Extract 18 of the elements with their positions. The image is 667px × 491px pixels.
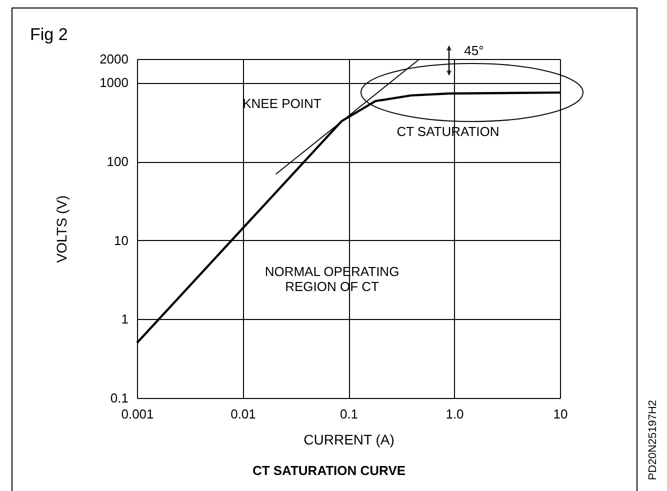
text: 45° xyxy=(464,43,484,58)
y-tick-label: 100 xyxy=(106,154,128,170)
y-tick-label: 10 xyxy=(114,232,128,248)
x-tick-label: 0.001 xyxy=(121,406,154,422)
x-tick-label: 0.01 xyxy=(230,406,256,422)
y-tick-label: 1 xyxy=(121,312,128,327)
y-tick-label: 0.1 xyxy=(110,390,128,406)
text: PD20N25197H2 xyxy=(647,400,659,480)
x-tick-label: 0.1 xyxy=(340,406,358,422)
x-tick-label: 10 xyxy=(553,406,568,422)
x-tick-label: 1.0 xyxy=(446,406,464,422)
text: CT SATURATION CURVE xyxy=(252,463,406,478)
y-tick-label: 1000 xyxy=(100,75,128,90)
y-tick-label: 2000 xyxy=(100,52,128,66)
annotation: KNEE POINT xyxy=(242,96,322,111)
x-axis-title: CURRENT (A) xyxy=(304,432,394,448)
chart-title: Fig 2 xyxy=(30,25,68,44)
y-axis-title: VOLTS (V) xyxy=(54,195,70,263)
